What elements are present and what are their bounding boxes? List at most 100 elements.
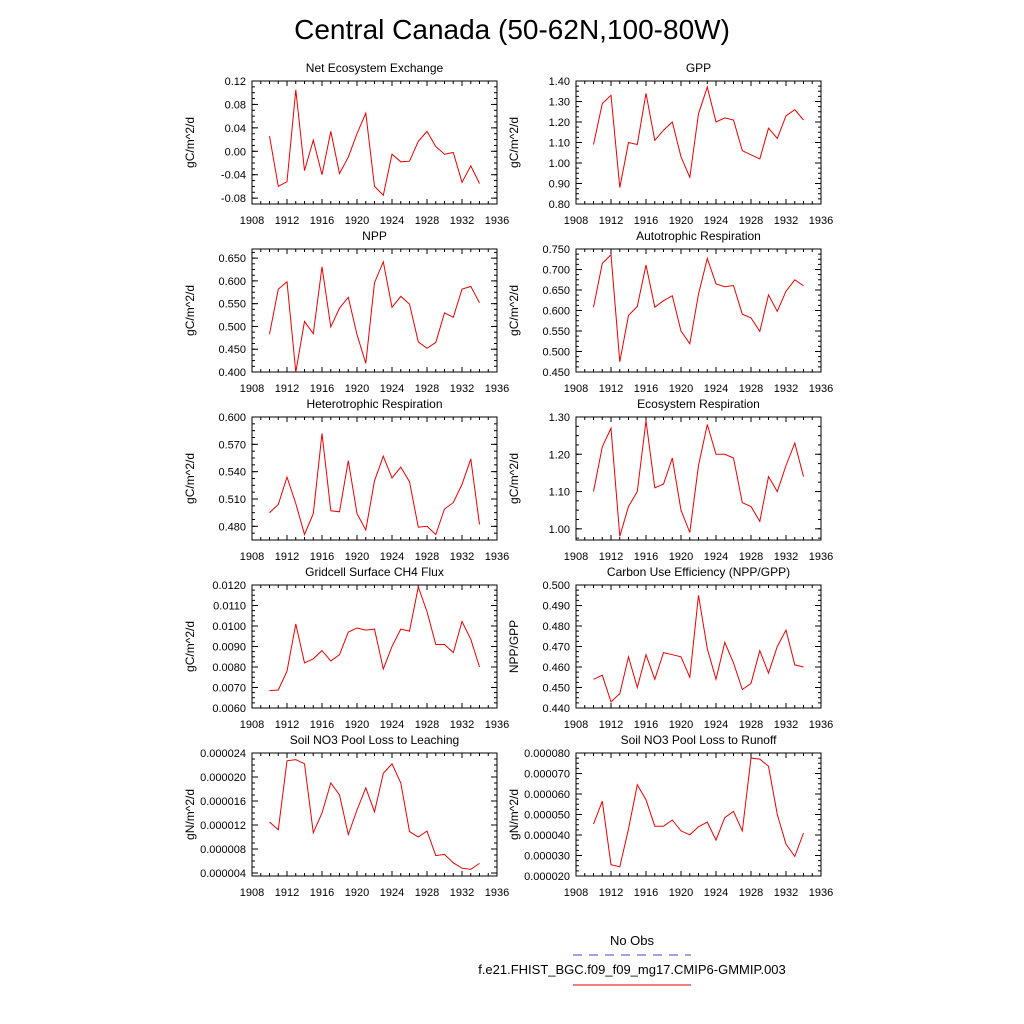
y-tick-label: -0.08 xyxy=(221,193,246,205)
x-tick-label: 1932 xyxy=(774,887,798,899)
chart-panel-6: Ecosystem Respiration gC/m^2/d 1908 1912 191… xyxy=(507,397,833,563)
x-tick-label: 1928 xyxy=(739,383,763,395)
plot-frame xyxy=(251,416,498,541)
y-tick-label: 1.10 xyxy=(549,138,570,150)
y-tick-label: 1.00 xyxy=(549,158,570,170)
x-tick-label: 1924 xyxy=(380,719,404,731)
y-tick-label: 0.400 xyxy=(218,367,246,379)
y-axis-label: gC/m^2/d xyxy=(507,285,521,336)
x-tick-label: 1936 xyxy=(809,383,833,395)
y-axis-label: gC/m^2/d xyxy=(507,117,521,168)
y-tick-label: 1.30 xyxy=(549,97,570,109)
x-tick-label: 1924 xyxy=(380,551,404,563)
chart-panel-5: Heterotrophic Respiration gC/m^2/d 1908 191… xyxy=(183,397,509,563)
series-line xyxy=(269,759,480,870)
x-tick-label: 1912 xyxy=(275,551,299,563)
y-axis-label: gN/m^2/d xyxy=(507,789,521,840)
y-tick-label: 0.12 xyxy=(225,76,246,88)
chart-panel-7: Gridcell Surface CH4 Flux gC/m^2/d 1908 191… xyxy=(183,565,509,731)
y-tick-label: 0.0070 xyxy=(212,683,246,695)
x-tick-label: 1920 xyxy=(345,215,369,227)
x-tick-label: 1916 xyxy=(310,383,334,395)
x-tick-label: 1912 xyxy=(275,719,299,731)
x-tick-label: 1912 xyxy=(599,719,623,731)
series-line xyxy=(269,433,480,537)
x-tick-label: 1908 xyxy=(564,551,588,563)
y-tick-label: 0.450 xyxy=(542,367,570,379)
y-tick-label: 0.000080 xyxy=(524,748,570,760)
y-tick-label: 0.550 xyxy=(542,326,570,338)
x-tick-label: 1928 xyxy=(415,215,439,227)
series-line xyxy=(593,595,804,703)
y-tick-label: 0.460 xyxy=(542,662,570,674)
x-tick-label: 1936 xyxy=(485,215,509,227)
x-tick-label: 1912 xyxy=(599,887,623,899)
chart-panel-2: GPP gC/m^2/d 1908 1912 1916 1920 1924 1928 1932 1… xyxy=(507,61,833,227)
x-tick-label: 1924 xyxy=(704,215,728,227)
y-tick-label: 0.650 xyxy=(218,253,246,265)
x-tick-label: 1916 xyxy=(310,719,334,731)
y-axis-label: gC/m^2/d xyxy=(507,453,521,504)
page-title: Central Canada (50-62N,100-80W) xyxy=(294,14,730,45)
x-tick-label: 1936 xyxy=(809,719,833,731)
y-tick-label: 0.90 xyxy=(549,179,570,191)
y-tick-label: 1.20 xyxy=(549,449,570,461)
y-tick-label: 0.000012 xyxy=(200,820,246,832)
x-tick-label: 1924 xyxy=(704,887,728,899)
x-tick-label: 1908 xyxy=(564,383,588,395)
x-tick-label: 1928 xyxy=(415,719,439,731)
series-line xyxy=(593,253,804,362)
x-tick-label: 1916 xyxy=(310,887,334,899)
chart-panel-8: Carbon Use Efficiency (NPP/GPP) NPP/GPP 19… xyxy=(507,565,833,731)
plot-frame xyxy=(251,752,498,877)
x-tick-label: 1932 xyxy=(450,719,474,731)
x-tick-label: 1924 xyxy=(380,887,404,899)
y-axis-label: gC/m^2/d xyxy=(183,453,197,504)
x-tick-label: 1916 xyxy=(634,887,658,899)
chart-panel-10: Soil NO3 Pool Loss to Runoff gN/m^2/d 1908… xyxy=(507,733,833,899)
y-axis-label: gC/m^2/d xyxy=(183,285,197,336)
x-tick-label: 1932 xyxy=(450,215,474,227)
plot-frame xyxy=(251,248,498,373)
chart-title: Ecosystem Respiration xyxy=(637,397,760,411)
y-tick-label: 0.000060 xyxy=(524,789,570,801)
x-tick-label: 1928 xyxy=(739,551,763,563)
y-tick-label: 0.570 xyxy=(218,439,246,451)
x-tick-label: 1936 xyxy=(809,887,833,899)
series-line xyxy=(269,260,480,373)
x-tick-label: 1936 xyxy=(809,551,833,563)
series-line xyxy=(593,757,804,868)
plot-frame xyxy=(251,584,498,709)
plot-frame xyxy=(575,80,822,205)
x-tick-label: 1912 xyxy=(275,215,299,227)
chart-title: Heterotrophic Respiration xyxy=(306,397,442,411)
chart-panel-3: NPP gC/m^2/d 1908 1912 1916 1920 1924 1928 1932 1… xyxy=(183,229,509,395)
y-tick-label: 0.450 xyxy=(218,344,246,356)
series-line xyxy=(593,420,804,537)
x-tick-label: 1920 xyxy=(345,383,369,395)
y-tick-label: 0.0100 xyxy=(212,621,246,633)
y-tick-label: 0.490 xyxy=(542,601,570,613)
y-tick-label: 0.500 xyxy=(542,347,570,359)
chart-panel-9: Soil NO3 Pool Loss to Leaching gN/m^2/d 19… xyxy=(183,733,509,899)
x-tick-label: 1908 xyxy=(240,719,264,731)
plot-frame xyxy=(575,416,822,541)
y-tick-label: 0.600 xyxy=(218,276,246,288)
chart-title: Net Ecosystem Exchange xyxy=(306,61,444,75)
x-tick-label: 1936 xyxy=(485,551,509,563)
x-tick-label: 1920 xyxy=(669,719,693,731)
y-tick-label: 0.0120 xyxy=(212,580,246,592)
chart-title: Soil NO3 Pool Loss to Runoff xyxy=(621,733,778,747)
chart-title: Autotrophic Respiration xyxy=(636,229,761,243)
y-tick-label: 0.0080 xyxy=(212,662,246,674)
x-tick-label: 1916 xyxy=(310,551,334,563)
legend-label-no-obs: No Obs xyxy=(610,933,655,948)
x-tick-label: 1908 xyxy=(240,887,264,899)
y-tick-label: 0.550 xyxy=(218,299,246,311)
y-axis-label: gN/m^2/d xyxy=(183,789,197,840)
x-tick-label: 1932 xyxy=(774,719,798,731)
chart-panel-1: Net Ecosystem Exchange gC/m^2/d 1908 1912 19… xyxy=(183,61,509,227)
x-tick-label: 1908 xyxy=(240,551,264,563)
chart-title: NPP xyxy=(362,229,387,243)
x-tick-label: 1928 xyxy=(739,719,763,731)
